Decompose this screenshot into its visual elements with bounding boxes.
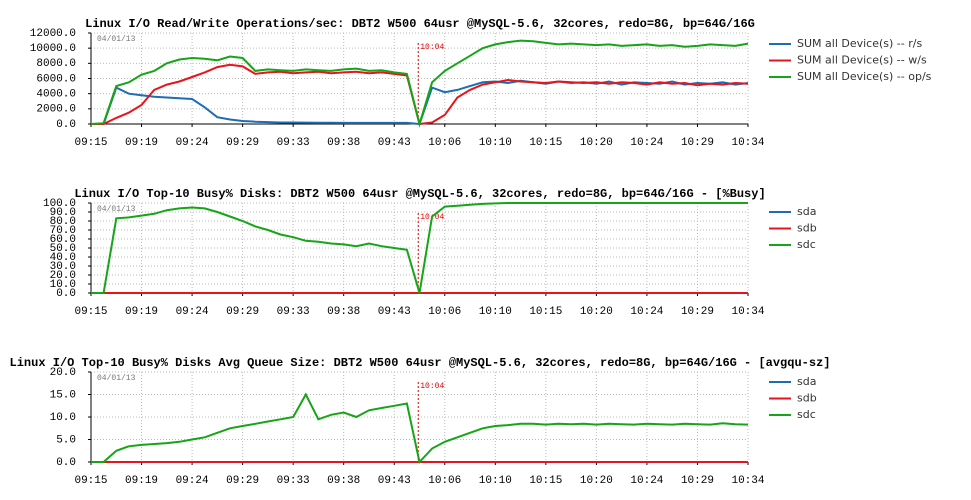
x-tick-label: 09:19 <box>125 475 158 487</box>
y-tick-label: 90.0 <box>50 207 76 219</box>
x-tick-label: 10:10 <box>479 137 512 149</box>
x-tick-label: 09:43 <box>378 137 411 149</box>
plot-area <box>91 372 748 462</box>
x-tick-label: 09:15 <box>74 137 107 149</box>
date-annotation: 04/01/13 <box>97 35 136 44</box>
legend-label: sdc <box>797 408 816 421</box>
date-annotation: 04/01/13 <box>97 374 136 383</box>
y-tick-label: 100.0 <box>43 198 76 210</box>
y-tick-label: 20.0 <box>50 270 76 282</box>
x-tick-label: 09:29 <box>226 306 259 318</box>
y-tick-label: 20.0 <box>50 367 76 379</box>
x-tick-label: 09:38 <box>327 306 360 318</box>
chart-title: Linux I/O Top-10 Busy% Disks: DBT2 W500 … <box>74 187 765 201</box>
x-tick-label: 10:20 <box>580 137 613 149</box>
x-tick-label: 10:29 <box>681 306 714 318</box>
plot-area <box>91 33 748 124</box>
x-tick-label: 10:24 <box>630 306 663 318</box>
plot-area <box>91 203 748 293</box>
x-tick-label: 09:38 <box>327 475 360 487</box>
x-tick-label: 09:24 <box>176 475 209 487</box>
y-tick-label: 10000.0 <box>30 43 76 55</box>
x-tick-label: 09:29 <box>226 137 259 149</box>
x-tick-label: 10:15 <box>529 137 562 149</box>
x-tick-label: 09:24 <box>176 137 209 149</box>
x-tick-label: 09:33 <box>277 306 310 318</box>
y-tick-label: 2000.0 <box>36 104 76 116</box>
x-tick-label: 10:20 <box>580 306 613 318</box>
x-tick-label: 10:24 <box>630 475 663 487</box>
x-tick-label: 09:15 <box>74 306 107 318</box>
x-tick-label: 10:06 <box>428 137 461 149</box>
series-line <box>91 392 749 465</box>
x-tick-label: 10:29 <box>681 475 714 487</box>
y-tick-label: 0.0 <box>56 119 76 131</box>
legend-label: sdb <box>797 222 817 235</box>
x-tick-label: 09:43 <box>378 475 411 487</box>
legend-label: SUM all Device(s) -- r/s <box>797 37 922 50</box>
x-tick-label: 10:29 <box>681 137 714 149</box>
x-tick-label: 10:34 <box>731 137 764 149</box>
x-tick-label: 10:34 <box>731 475 764 487</box>
y-tick-label: 6000.0 <box>36 73 76 85</box>
series-line <box>90 39 749 128</box>
y-tick-label: 12000.0 <box>30 28 76 40</box>
y-tick-label: 10.0 <box>50 412 76 424</box>
x-tick-label: 09:19 <box>125 306 158 318</box>
y-tick-label: 70.0 <box>50 225 76 237</box>
x-tick-label: 10:10 <box>479 306 512 318</box>
chart-title: Linux I/O Top-10 Busy% Disks Avg Queue S… <box>10 356 831 370</box>
x-tick-label: 09:43 <box>378 306 411 318</box>
x-tick-label: 09:19 <box>125 137 158 149</box>
y-tick-label: 40.0 <box>50 252 76 264</box>
legend-label: sdc <box>797 238 816 251</box>
x-tick-label: 09:29 <box>226 475 259 487</box>
y-tick-label: 60.0 <box>50 234 76 246</box>
legend-label: sda <box>797 205 816 218</box>
x-tick-label: 09:24 <box>176 306 209 318</box>
marker-annotation: 10:04 <box>420 43 444 52</box>
x-tick-label: 09:38 <box>327 137 360 149</box>
x-tick-label: 09:33 <box>277 475 310 487</box>
series-line <box>91 202 748 294</box>
y-tick-label: 0.0 <box>56 457 76 469</box>
x-tick-label: 10:34 <box>731 306 764 318</box>
x-tick-label: 10:20 <box>580 475 613 487</box>
x-tick-label: 10:24 <box>630 137 663 149</box>
legend-label: SUM all Device(s) -- op/s <box>797 70 932 83</box>
legend-label: sdb <box>797 392 817 405</box>
legend-label: sda <box>797 375 816 388</box>
chart-title: Linux I/O Read/Write Operations/sec: DBT… <box>85 17 755 31</box>
y-tick-label: 50.0 <box>50 243 76 255</box>
x-tick-label: 09:15 <box>74 475 107 487</box>
x-tick-label: 10:15 <box>529 306 562 318</box>
legend-label: SUM all Device(s) -- w/s <box>797 54 927 67</box>
marker-annotation: 10:04 <box>420 382 444 391</box>
date-annotation: 04/01/13 <box>97 205 136 214</box>
y-tick-label: 80.0 <box>50 216 76 228</box>
x-tick-label: 10:06 <box>428 475 461 487</box>
y-tick-label: 15.0 <box>50 389 76 401</box>
y-tick-label: 8000.0 <box>36 58 76 70</box>
y-tick-label: 0.0 <box>56 288 76 300</box>
y-tick-label: 10.0 <box>50 279 76 291</box>
y-tick-label: 5.0 <box>56 434 76 446</box>
x-tick-label: 09:33 <box>277 137 310 149</box>
x-tick-label: 10:15 <box>529 475 562 487</box>
x-tick-label: 10:06 <box>428 306 461 318</box>
y-tick-label: 4000.0 <box>36 89 76 101</box>
y-tick-label: 30.0 <box>50 261 76 273</box>
x-tick-label: 10:10 <box>479 475 512 487</box>
